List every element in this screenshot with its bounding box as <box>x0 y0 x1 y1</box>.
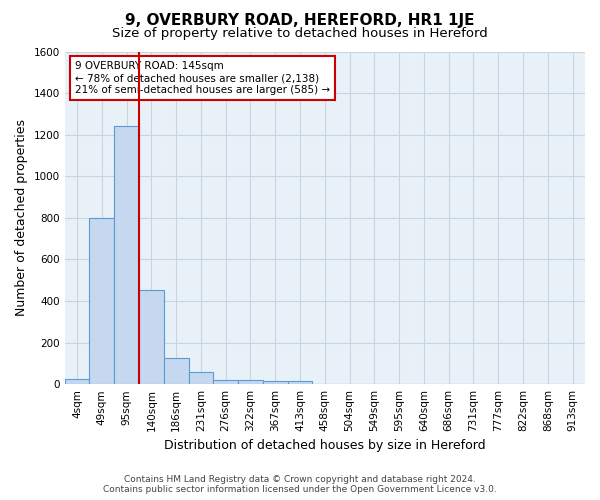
Bar <box>263 381 287 384</box>
Bar <box>287 381 313 384</box>
Bar <box>238 380 263 384</box>
Bar <box>139 290 164 384</box>
Bar <box>188 372 214 384</box>
Bar <box>164 358 188 384</box>
Text: 9 OVERBURY ROAD: 145sqm
← 78% of detached houses are smaller (2,138)
21% of semi: 9 OVERBURY ROAD: 145sqm ← 78% of detache… <box>75 62 330 94</box>
Text: Contains HM Land Registry data © Crown copyright and database right 2024.
Contai: Contains HM Land Registry data © Crown c… <box>103 474 497 494</box>
Text: 9, OVERBURY ROAD, HEREFORD, HR1 1JE: 9, OVERBURY ROAD, HEREFORD, HR1 1JE <box>125 12 475 28</box>
Bar <box>65 379 89 384</box>
Bar <box>89 218 114 384</box>
Text: Size of property relative to detached houses in Hereford: Size of property relative to detached ho… <box>112 28 488 40</box>
Bar <box>114 126 139 384</box>
X-axis label: Distribution of detached houses by size in Hereford: Distribution of detached houses by size … <box>164 440 485 452</box>
Y-axis label: Number of detached properties: Number of detached properties <box>15 120 28 316</box>
Bar <box>214 380 238 384</box>
